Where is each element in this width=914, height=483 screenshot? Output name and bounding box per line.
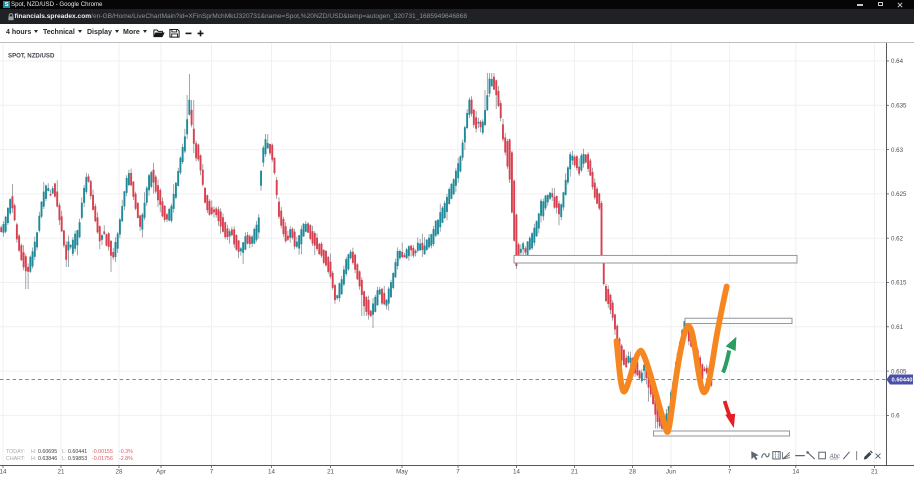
svg-text:21: 21 bbox=[58, 469, 65, 476]
svg-text:L:: L: bbox=[62, 456, 66, 462]
svg-text:SPOT, NZD/USD: SPOT, NZD/USD bbox=[8, 53, 55, 60]
svg-text:0.63: 0.63 bbox=[891, 147, 904, 154]
svg-text:May: May bbox=[396, 469, 409, 476]
svg-text:0.6: 0.6 bbox=[891, 413, 900, 420]
svg-text:0.64: 0.64 bbox=[891, 58, 904, 65]
svg-text:0.615: 0.615 bbox=[891, 280, 907, 287]
svg-text:-0.3%: -0.3% bbox=[119, 449, 133, 455]
svg-text:Jun: Jun bbox=[666, 469, 677, 476]
svg-text:0.59853: 0.59853 bbox=[68, 456, 87, 462]
svg-text:0.61: 0.61 bbox=[891, 324, 904, 331]
svg-text:21: 21 bbox=[571, 469, 578, 476]
svg-text:-0.01756: -0.01756 bbox=[92, 456, 113, 462]
svg-text:0.625: 0.625 bbox=[891, 191, 907, 198]
svg-text:28: 28 bbox=[629, 469, 636, 476]
svg-text:0.605: 0.605 bbox=[891, 368, 907, 375]
svg-text:Apr: Apr bbox=[156, 469, 166, 476]
svg-text:L:: L: bbox=[62, 449, 66, 455]
svg-text:0.63846: 0.63846 bbox=[38, 456, 57, 462]
svg-text:H:: H: bbox=[31, 449, 36, 455]
svg-text:0.60441: 0.60441 bbox=[68, 449, 87, 455]
svg-text:0.60440: 0.60440 bbox=[892, 378, 913, 384]
svg-text:0.60695: 0.60695 bbox=[38, 449, 57, 455]
svg-text:14: 14 bbox=[792, 469, 799, 476]
svg-text:Abc: Abc bbox=[829, 454, 840, 460]
svg-text:0.62: 0.62 bbox=[891, 235, 904, 242]
svg-text:0.635: 0.635 bbox=[891, 103, 907, 110]
svg-text:14: 14 bbox=[268, 469, 275, 476]
svg-text:H:: H: bbox=[31, 456, 36, 462]
svg-text:21: 21 bbox=[327, 469, 334, 476]
svg-text:7: 7 bbox=[456, 469, 460, 476]
svg-text:14: 14 bbox=[0, 469, 7, 476]
svg-text:CHART:: CHART: bbox=[6, 456, 25, 462]
svg-text:14: 14 bbox=[513, 469, 520, 476]
svg-text:-2.8%: -2.8% bbox=[119, 456, 133, 462]
svg-text:TODAY:: TODAY: bbox=[6, 449, 25, 455]
svg-text:7: 7 bbox=[210, 469, 214, 476]
svg-text:-0.00155: -0.00155 bbox=[92, 449, 113, 455]
svg-text:21: 21 bbox=[871, 469, 878, 476]
svg-text:28: 28 bbox=[116, 469, 123, 476]
svg-text:7: 7 bbox=[728, 469, 732, 476]
